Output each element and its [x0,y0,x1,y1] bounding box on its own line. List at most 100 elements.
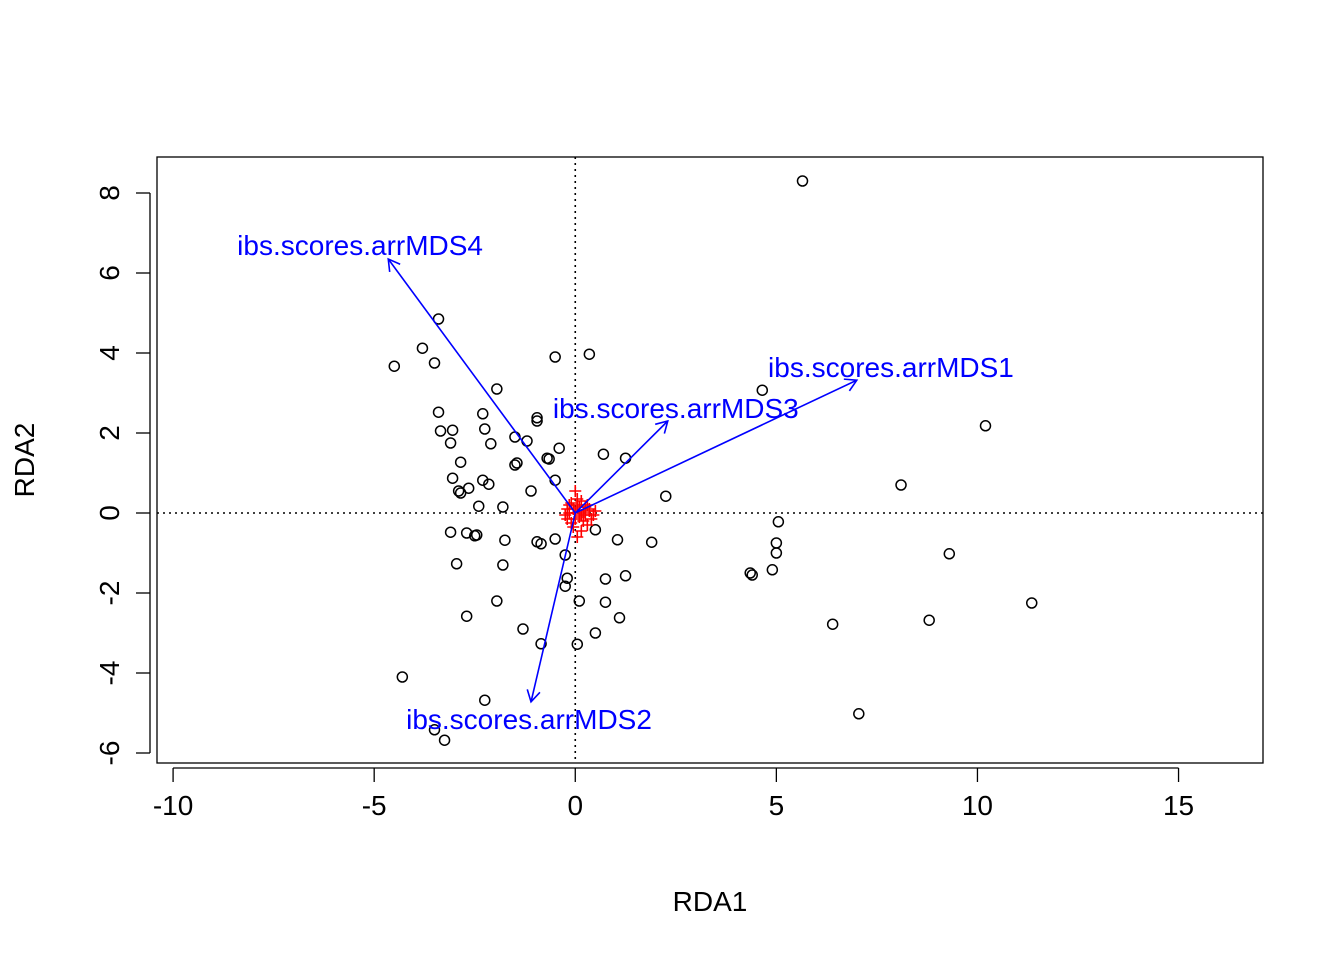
site-point [571,638,584,650]
site-point [521,435,533,447]
site-point [853,708,865,720]
site-point [477,474,489,486]
x-tick-label: 0 [567,790,583,821]
site-point [589,524,602,536]
site-point [491,595,503,607]
biplot-arrow: ibs.scores.arrMDS2 [406,512,652,735]
site-point [460,610,473,622]
site-point [611,534,624,546]
site-point [438,734,451,746]
site-point [483,478,495,490]
site-point [428,724,441,736]
site-point [553,442,565,454]
site-point [497,559,509,571]
site-point [744,567,756,579]
x-tick-label: 10 [962,790,993,821]
site-point [444,526,457,538]
y-tick-label: -2 [94,581,125,606]
site-point [450,558,463,570]
biplot-arrow: ibs.scores.arrMDS4 [237,230,576,514]
site-point [535,638,547,650]
y-tick-label: -6 [94,741,125,766]
site-point [416,342,429,354]
site-point [434,425,447,437]
site-point [645,536,658,548]
arrow-head [655,419,669,434]
arrow-label: ibs.scores.arrMDS2 [406,704,652,735]
site-point [796,175,809,187]
site-point [589,627,602,639]
site-point [573,595,586,607]
site-point [770,537,783,549]
arrow-head [526,689,541,704]
y-tick-label: -4 [94,661,125,686]
site-point [583,348,596,360]
site-point [1025,597,1038,609]
site-point [923,614,935,626]
site-point [446,472,459,484]
reference-lines [157,157,1263,763]
site-point [826,618,839,630]
site-point [485,438,497,450]
site-point [472,500,485,512]
arrow-shaft [574,379,858,514]
x-tick-label: 15 [1163,790,1194,821]
biplot-arrow: ibs.scores.arrMDS1 [574,352,1014,514]
arrow-label: ibs.scores.arrMDS4 [237,230,483,261]
site-point [561,572,573,584]
site-point [452,485,465,497]
site-point [491,383,503,395]
species-point [585,513,598,525]
y-tick-label: 8 [94,185,125,201]
site-point [444,437,457,449]
site-point [479,423,491,435]
site-point [432,406,445,418]
biplot-arrows: ibs.scores.arrMDS1 ibs.scores.arrMDS2 ibs.… [237,230,1014,735]
site-point [756,384,769,396]
y-axis-label: RDA2 [9,423,40,498]
site-point [446,424,459,436]
site-point [766,564,779,576]
x-tick-label: -10 [153,790,193,821]
site-point [428,357,441,369]
x-tick-label: -5 [362,790,387,821]
species-point [571,493,584,505]
site-point [517,623,529,635]
site-point [396,671,409,683]
site-point [770,547,783,559]
site-point [619,452,632,464]
site-point [477,408,489,420]
site-point [479,694,491,706]
site-point [943,548,956,560]
site-point [531,412,543,424]
y-tick-label: 0 [94,505,125,521]
site-point [599,596,612,608]
site-point [772,516,785,528]
site-point [454,456,467,468]
arrow-label: ibs.scores.arrMDS1 [768,352,1014,383]
site-point [597,448,610,460]
arrow-shaft [387,258,576,514]
x-axis: -10 -5 0 5 10 15 [153,767,1194,821]
plot-frame [156,156,1264,764]
y-axis: -6 -4 -2 0 2 4 6 8 [94,185,151,766]
site-point [599,573,612,585]
site-point [531,415,543,427]
site-point [511,457,523,469]
site-point [979,420,992,432]
site-point [468,530,481,542]
arrow-label: ibs.scores.arrMDS3 [553,393,799,424]
site-point [613,612,626,624]
site-point [549,351,561,363]
site-point [497,501,509,513]
site-point [619,570,632,582]
y-tick-label: 6 [94,265,125,281]
arrow-head [843,378,859,392]
site-point [895,479,907,491]
site-point [543,453,555,465]
site-point [660,490,672,502]
x-axis-label: RDA1 [673,886,748,917]
site-point [549,533,561,545]
species-point [569,485,582,497]
